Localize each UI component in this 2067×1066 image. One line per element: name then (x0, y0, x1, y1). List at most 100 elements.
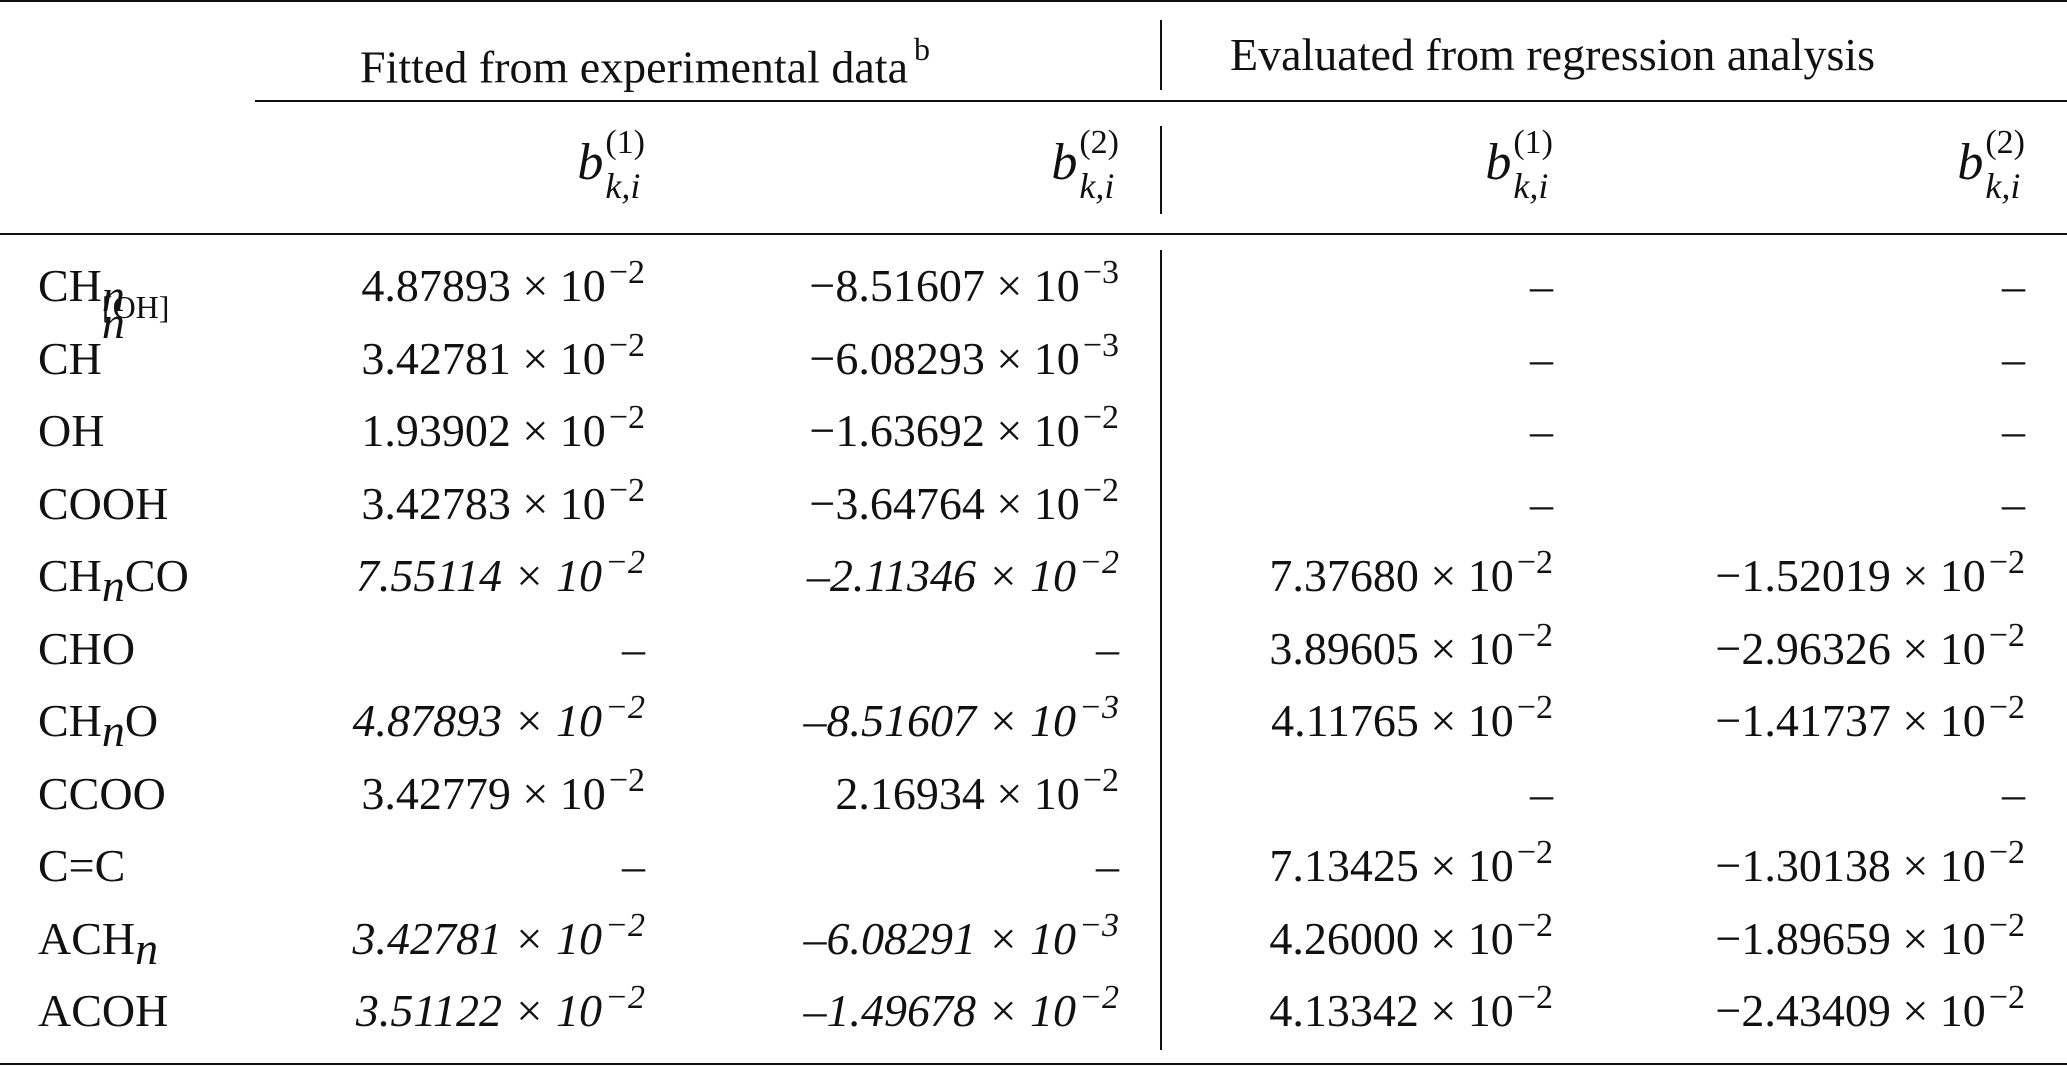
row-label-base: C=C (38, 840, 126, 891)
cell-mantissa: −3.64764 (809, 477, 985, 529)
col-header-fitted-b2: b (2) k,i (1051, 126, 1119, 228)
cell-mantissa: 3.51122 (355, 985, 502, 1036)
col-header-sub: k,i (1985, 166, 2021, 206)
cell-times: × 10 (510, 405, 606, 456)
row-label: CCOO (38, 758, 166, 830)
row-label: ACOH (38, 975, 168, 1047)
table-cell-c3: 3.89605 × 10−2 (1269, 613, 1553, 690)
cell-exponent: −2 (1516, 689, 1553, 726)
cell-mantissa: – (2002, 767, 2025, 819)
cell-mantissa: – (622, 622, 645, 674)
cell-exponent: −3 (1079, 689, 1119, 726)
table-cell-c3: 4.13342 × 10−2 (1269, 975, 1553, 1052)
table-row: COOH 3.42783 × 10−2 −3.64764 × 10−2– – (0, 468, 2067, 540)
group-header-fitted-label: Fitted from experimental data (360, 41, 908, 93)
cell-mantissa: – (1530, 477, 1553, 529)
cell-mantissa: – (1530, 767, 1553, 819)
cell-times: × 10 (1890, 985, 1986, 1036)
cell-exponent: −2 (1516, 979, 1553, 1016)
cell-mantissa: 4.11765 (1271, 695, 1419, 746)
cell-times: × 10 (1890, 840, 1986, 891)
row-label: CHnCO (38, 540, 189, 612)
cell-times: × 10 (1418, 840, 1514, 891)
cell-times: × 10 (510, 477, 606, 529)
table-cell-c4: – (2002, 758, 2025, 830)
cell-times: × 10 (984, 405, 1080, 456)
cell-exponent: −2 (605, 979, 645, 1016)
cell-times: × 10 (1890, 912, 1986, 964)
cell-exponent: −2 (608, 761, 645, 799)
table-row: OH 1.93902 × 10−2 −1.63692 × 10−2– – (0, 395, 2067, 467)
row-label: CHnO (38, 685, 158, 757)
row-label: OH (38, 395, 104, 467)
table-row: ACHn 3.42781 × 10−2 –6.08291 × 10−3 4.26000… (0, 903, 2067, 975)
cell-times: × 10 (502, 912, 603, 964)
cell-exponent: −2 (1988, 616, 2025, 654)
cell-mantissa: −2.96326 (1715, 622, 1891, 674)
cell-mantissa: – (2002, 332, 2025, 384)
cell-mantissa: −2.43409 (1715, 985, 1891, 1036)
cell-times: × 10 (1418, 912, 1514, 964)
cell-exponent: −2 (605, 544, 645, 581)
cell-mantissa: 4.13342 (1269, 985, 1419, 1036)
col-header-sup: (2) (1985, 124, 2025, 161)
cell-times: × 10 (1418, 550, 1514, 601)
col-header-sup: (1) (1513, 124, 1553, 161)
bottom-rule (0, 1063, 2067, 1065)
cell-mantissa: – (2002, 477, 2025, 529)
cell-times: × 10 (1418, 622, 1514, 674)
table-cell-c1: 3.42781 × 10−2 (361, 323, 645, 400)
table-cell-c2: −3.64764 × 10−2 (809, 468, 1119, 545)
cell-times: × 10 (976, 912, 1077, 964)
row-label-sup: [OH] (101, 288, 170, 325)
table-cell-c1: 4.87893 × 10−2 (353, 685, 646, 762)
cell-mantissa: 4.26000 (1269, 912, 1419, 964)
cell-times: × 10 (510, 332, 606, 384)
table-row: C=C – –7.13425 × 10−2 −1.30138 × 10−2 (0, 830, 2067, 902)
table-row: CHnCO 7.55114 × 10−2 –2.11346 × 10−2 7.3768… (0, 540, 2067, 612)
row-label-base: CH (38, 695, 102, 746)
cell-mantissa: – (1530, 260, 1553, 311)
table-cell-c4: – (2002, 250, 2025, 322)
cell-mantissa: 3.42781 (352, 912, 503, 964)
cell-times: × 10 (1890, 695, 1986, 746)
table-cell-c4: −1.41737 × 10−2 (1715, 685, 2025, 762)
table-cell-c1: 3.42781 × 10−2 (353, 903, 646, 980)
cell-mantissa: 7.13425 (1269, 840, 1419, 891)
cell-times: × 10 (502, 985, 603, 1036)
cell-exponent: −2 (608, 326, 645, 364)
row-label: CHO (38, 613, 135, 685)
cell-times: × 10 (976, 985, 1077, 1036)
cell-exponent: −2 (1082, 399, 1119, 436)
group-header-evaluated: Evaluated from regression analysis (1230, 24, 1875, 86)
table-cell-c4: – (2002, 395, 2025, 467)
cell-mantissa: –2.11346 (806, 550, 976, 601)
cell-mantissa: 2.16934 (835, 767, 985, 819)
cell-exponent: −2 (1516, 616, 1553, 654)
table-row: CH [OH] n 3.42781 × 10−2 −6.08293 × 10−3– – (0, 289, 2067, 395)
table-cell-c1: 1.93902 × 10−2 (361, 395, 645, 472)
cell-mantissa: 3.42783 (361, 477, 511, 529)
cell-exponent: −2 (1988, 689, 2025, 726)
cell-exponent: −2 (1516, 906, 1553, 944)
table-cell-c2: – (1096, 830, 1119, 902)
cell-exponent: −2 (1516, 834, 1553, 871)
col-header-evaluated-b2: b (2) k,i (1957, 124, 2025, 228)
table-cell-c1: 4.87893 × 10−2 (361, 250, 645, 327)
col-header-sub: k,i (1079, 166, 1115, 206)
cell-mantissa: – (1530, 405, 1553, 456)
row-label-sub: n (101, 296, 125, 348)
table-row: CHO – –3.89605 × 10−2 −2.96326 × 10−2 (0, 613, 2067, 685)
row-label-sub: n (101, 270, 125, 321)
cell-times: × 10 (984, 260, 1080, 311)
table-cell-c2: –6.08291 × 10−3 (804, 903, 1120, 980)
col-header-fitted-b1: b (1) k,i (577, 126, 645, 228)
cell-exponent: −2 (1082, 761, 1119, 799)
table-cell-c3: 4.11765 × 10−2 (1271, 685, 1553, 762)
table-cell-c2: −1.63692 × 10−2 (809, 395, 1119, 472)
table-row: CCOO 3.42779 × 10−2 2.16934 × 10−2– – (0, 758, 2067, 830)
cell-mantissa: −1.89659 (1715, 912, 1891, 964)
table-cell-c3: – (1530, 250, 1553, 322)
cell-exponent: −3 (1079, 906, 1119, 944)
table-cell-c1: – (622, 830, 645, 902)
